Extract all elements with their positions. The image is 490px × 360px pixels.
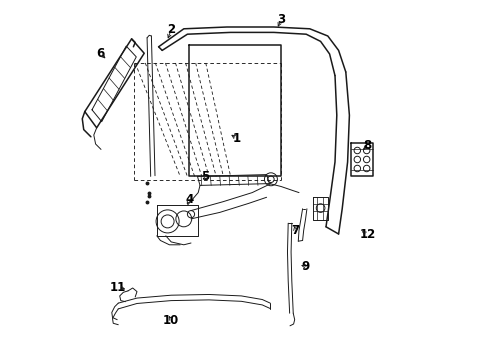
Text: 7: 7 (292, 224, 299, 237)
Text: 11: 11 (110, 281, 126, 294)
Text: 2: 2 (167, 23, 175, 36)
Text: 6: 6 (96, 47, 104, 60)
Text: 12: 12 (359, 228, 375, 241)
Text: 5: 5 (201, 170, 210, 183)
Text: 4: 4 (185, 193, 194, 206)
Text: 3: 3 (277, 13, 285, 26)
Text: 10: 10 (163, 314, 179, 327)
Text: 8: 8 (363, 139, 371, 152)
Text: 1: 1 (233, 132, 241, 145)
Text: 9: 9 (301, 260, 310, 273)
